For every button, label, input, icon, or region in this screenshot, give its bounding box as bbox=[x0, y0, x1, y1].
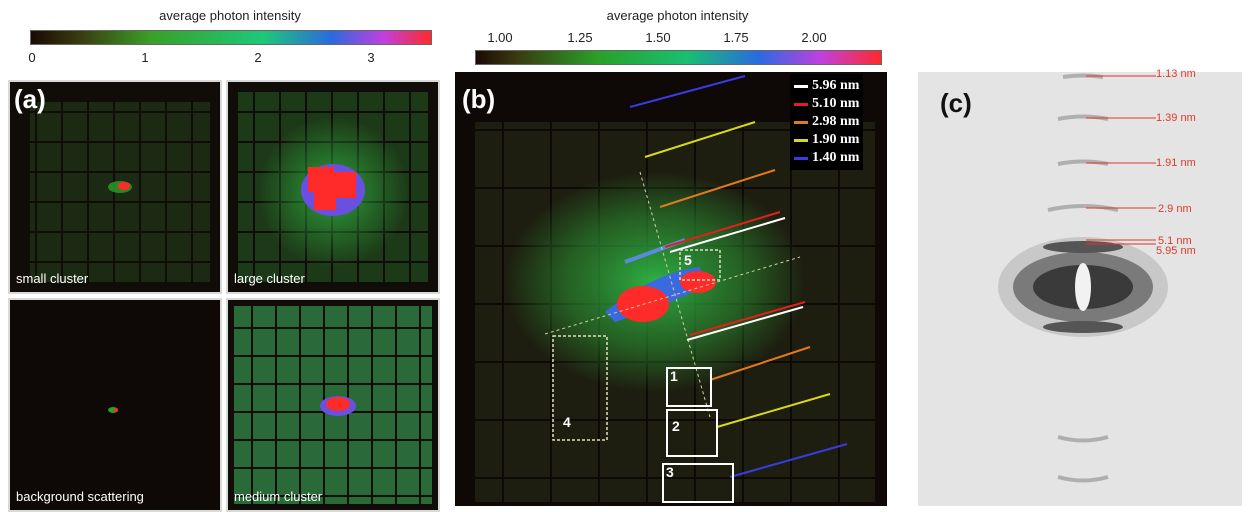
legend-label: 5.96 nm bbox=[812, 78, 860, 93]
small-cluster-label: small cluster bbox=[16, 271, 89, 286]
panel-b-letter: (b) bbox=[462, 84, 496, 114]
legend-item: 5.96 nm bbox=[794, 77, 859, 95]
legend-item: 2.98 nm bbox=[794, 113, 859, 131]
colorbar-a-tick-2: 2 bbox=[254, 50, 262, 65]
ring-label-1: 1.13 nm bbox=[1156, 68, 1196, 80]
ring-label-6: 5.95 nm bbox=[1156, 245, 1196, 257]
colorbar-b bbox=[475, 50, 882, 65]
ring-legend: 5.96 nm 5.10 nm 2.98 nm 1.90 nm 1.40 nm bbox=[790, 74, 864, 170]
detector-tiles bbox=[228, 82, 438, 292]
colorbar-a-tick-3: 3 bbox=[367, 50, 375, 65]
roi-label-3: 3 bbox=[666, 464, 674, 480]
detector-tiles bbox=[10, 300, 220, 510]
roi-label-4: 4 bbox=[563, 414, 571, 430]
colorbar-a bbox=[30, 30, 432, 45]
roi-label-1: 1 bbox=[670, 368, 678, 384]
colorbar-b-tick-1: 1.00 bbox=[487, 30, 513, 45]
medium-cluster-label: medium cluster bbox=[234, 489, 323, 504]
ring-label-3: 1.91 nm bbox=[1156, 157, 1196, 169]
legend-item: 5.10 nm bbox=[794, 95, 859, 113]
legend-label: 1.90 nm bbox=[812, 132, 860, 147]
background-scattering-label: background scattering bbox=[16, 489, 144, 504]
ring-label-4: 2.9 nm bbox=[1158, 203, 1192, 215]
ring-label-5: 5.1 nm bbox=[1158, 235, 1192, 247]
small-cluster-image: small cluster bbox=[8, 80, 222, 294]
legend-item: 1.90 nm bbox=[794, 131, 859, 149]
ring-label-2: 1.39 nm bbox=[1156, 112, 1196, 124]
legend-label: 5.10 nm bbox=[812, 96, 860, 111]
colorbar-b-title: average photon intensity bbox=[606, 8, 749, 23]
panel-a-letter: (a) bbox=[14, 84, 46, 114]
legend-label: 2.98 nm bbox=[812, 114, 860, 129]
legend-label: 1.40 nm bbox=[812, 150, 860, 165]
roi-label-2: 2 bbox=[672, 418, 680, 434]
roi-label-5: 5 bbox=[684, 252, 692, 268]
medium-cluster-image: medium cluster bbox=[226, 298, 440, 512]
large-cluster-image: large cluster bbox=[226, 80, 440, 294]
colorbar-a-tick-1: 1 bbox=[141, 50, 149, 65]
diffraction-pattern bbox=[918, 72, 1242, 506]
colorbar-a-title: average photon intensity bbox=[159, 8, 301, 23]
large-cluster-label: large cluster bbox=[234, 271, 305, 286]
panel-c-letter: (c) bbox=[940, 88, 972, 118]
panel-c-image bbox=[918, 72, 1242, 506]
colorbar-b-tick-5: 2.00 bbox=[801, 30, 827, 45]
colorbar-b-tick-4: 1.75 bbox=[723, 30, 749, 45]
legend-item: 1.40 nm bbox=[794, 149, 859, 167]
colorbar-b-tick-3: 1.50 bbox=[645, 30, 671, 45]
colorbar-a-tick-0: 0 bbox=[28, 50, 36, 65]
colorbar-b-tick-2: 1.25 bbox=[567, 30, 593, 45]
detector-tiles bbox=[228, 300, 438, 510]
detector-tiles bbox=[10, 82, 220, 292]
background-scattering-image: background scattering bbox=[8, 298, 222, 512]
